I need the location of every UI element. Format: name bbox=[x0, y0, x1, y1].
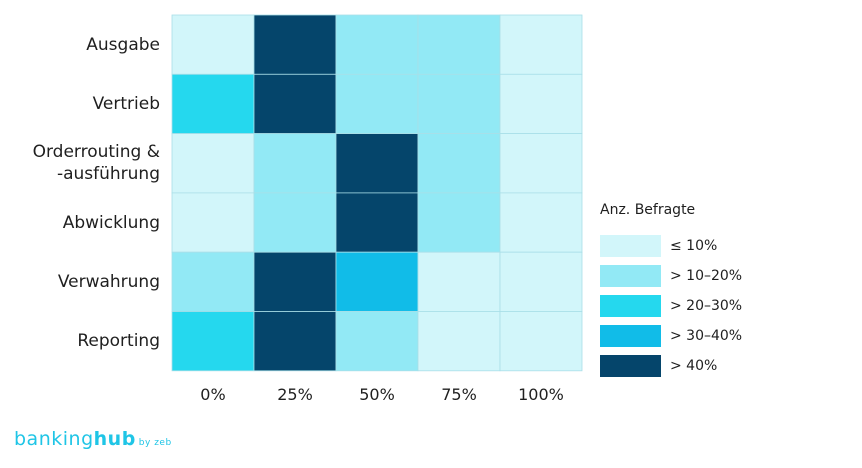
logo-suffix: by zeb bbox=[138, 438, 172, 448]
row-label: Reporting bbox=[77, 331, 160, 352]
legend-swatch bbox=[600, 235, 661, 257]
legend-swatch bbox=[600, 295, 661, 317]
row-label: Ausgabe bbox=[86, 34, 160, 55]
heatmap-cell bbox=[417, 251, 501, 312]
heatmap-cell bbox=[171, 73, 255, 135]
heatmap-cell bbox=[417, 73, 501, 135]
heatmap-cell bbox=[499, 73, 583, 135]
logo-part2: hub bbox=[93, 428, 136, 450]
legend-title: Anz. Befragte bbox=[600, 202, 696, 218]
heatmap-cell bbox=[253, 73, 337, 135]
column-label: 25% bbox=[277, 385, 313, 404]
column-label: 0% bbox=[200, 385, 226, 404]
legend: Anz. Befragte ≤ 10% > 10–20% > 20–30% > 30–… bbox=[600, 202, 742, 381]
row-label: Vertrieb bbox=[92, 93, 160, 114]
heatmap-cell bbox=[499, 251, 583, 312]
heatmap-cell bbox=[499, 192, 583, 253]
column-label: 100% bbox=[518, 385, 564, 404]
bankinghub-logo: bankinghub by zeb bbox=[14, 428, 172, 450]
heatmap-cell bbox=[335, 192, 419, 253]
heatmap-cell bbox=[171, 14, 255, 75]
legend-swatch bbox=[600, 355, 661, 377]
heatmap-cell bbox=[171, 251, 255, 312]
heatmap-cell bbox=[499, 133, 583, 194]
heatmap-cell bbox=[417, 14, 501, 75]
heatmap-cell bbox=[335, 133, 419, 194]
heatmap-cell bbox=[253, 192, 337, 253]
legend-item: > 10–20% bbox=[600, 261, 742, 291]
legend-swatch bbox=[600, 265, 661, 287]
legend-item: ≤ 10% bbox=[600, 231, 742, 261]
heatmap-cell bbox=[335, 311, 419, 372]
legend-item: > 40% bbox=[600, 351, 742, 381]
heatmap-cell bbox=[499, 311, 583, 372]
row-label: Abwicklung bbox=[62, 212, 160, 233]
column-label: 75% bbox=[441, 385, 477, 404]
heatmap-cell bbox=[499, 14, 583, 75]
heatmap-cell bbox=[335, 73, 419, 135]
legend-label: > 10–20% bbox=[670, 268, 743, 284]
heatmap-cell bbox=[253, 133, 337, 194]
heatmap-cell bbox=[171, 311, 255, 372]
heatmap-cell bbox=[417, 311, 501, 372]
legend-label: > 20–30% bbox=[670, 298, 743, 314]
legend-label: > 40% bbox=[670, 358, 718, 374]
row-label: Orderrouting & -ausführung bbox=[32, 142, 160, 185]
column-label: 50% bbox=[359, 385, 395, 404]
heatmap-cell bbox=[171, 192, 255, 253]
heatmap-cell bbox=[253, 14, 337, 75]
logo-part1: banking bbox=[14, 428, 94, 450]
heatmap-cell bbox=[335, 251, 419, 312]
legend-item: > 30–40% bbox=[600, 321, 742, 351]
legend-label: > 30–40% bbox=[670, 328, 743, 344]
row-label: Verwahrung bbox=[57, 271, 160, 292]
heatmap-cell bbox=[417, 192, 501, 253]
heatmap-cell bbox=[253, 311, 337, 372]
heatmap-cell bbox=[253, 251, 337, 312]
heatmap-cell bbox=[171, 133, 255, 194]
legend-swatch bbox=[600, 325, 661, 347]
legend-item: > 20–30% bbox=[600, 291, 742, 321]
heatmap-cell bbox=[335, 14, 419, 75]
heatmap-cell bbox=[417, 133, 501, 194]
legend-label: ≤ 10% bbox=[670, 238, 718, 254]
